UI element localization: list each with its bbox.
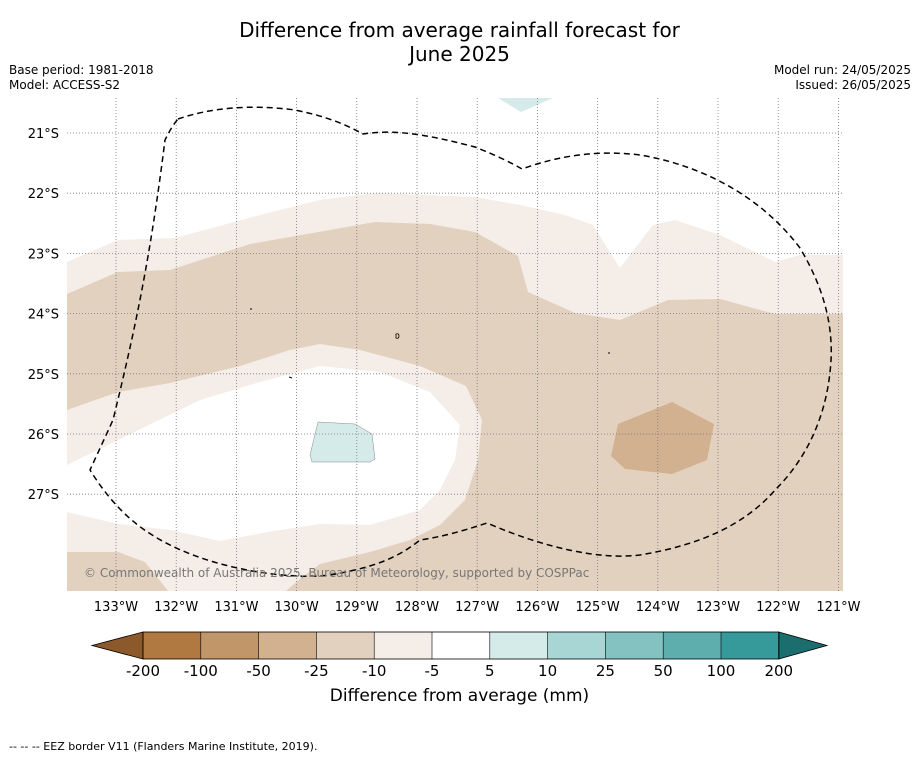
contour-pos-top [498,98,553,112]
gridlines [67,98,843,591]
map-area [67,98,843,591]
colorbar-segment [200,632,259,659]
colorbar-tick-label: 25 [596,662,615,680]
colorbar-tick-label: -100 [184,662,218,680]
longitude-label: 123°W [696,600,740,615]
colorbar-tick-label: -200 [126,662,160,680]
colorbar-segment [143,632,201,659]
contour-neg-brown [611,402,714,474]
colorbar-segment [258,632,317,659]
longitude-label: 129°W [335,600,379,615]
colorbar-segment [547,632,606,659]
colorbar-ticks: -200 -100 -50 -25 -10 -5 5 10 25 50 100 200 [126,662,793,680]
colorbar-segment [663,632,721,659]
model-run-text: Model run: 24/05/2025 [773,63,911,77]
footnote: -- -- -- EEZ border V11 (Flanders Marine… [9,740,318,753]
title-line-1: Difference from average rainfall forecas… [239,18,680,42]
contour-specks [250,308,610,379]
longitude-label: 126°W [515,600,559,615]
colorbar-segment [721,632,779,659]
colorbar-segment [316,632,375,659]
longitude-label: 128°W [395,600,439,615]
colorbar-tick-label: -50 [246,662,271,680]
contour-upper-white [67,98,843,268]
colorbar-tick-label: -5 [425,662,440,680]
rainfall-map: © Commonwealth of Australia 2025, Bureau… [28,98,861,680]
latitude-label: 23°S [28,247,59,262]
colorbar-tick-label: 50 [654,662,673,680]
latitude-label: 27°S [28,488,59,503]
longitude-label: 122°W [756,600,800,615]
colorbar-tick-label: 5 [485,662,495,680]
colorbar [90,631,829,660]
model-text: Model: ACCESS-S2 [9,78,121,92]
colorbar-tick-label: 200 [764,662,793,680]
longitude-label: 130°W [275,600,319,615]
longitude-label: 125°W [576,600,620,615]
colorbar-tick-label: -25 [304,662,329,680]
eez-border [89,106,832,577]
colorbar-tick-label: 10 [538,662,557,680]
base-period-text: Base period: 1981-2018 [9,63,154,77]
longitude-label: 127°W [455,600,499,615]
right-metadata: Model run: 24/05/2025 Issued: 26/05/2025 [774,63,911,93]
colorbar-tick-label: -10 [362,662,387,680]
colorbar-segment [432,632,490,659]
colorbar-extend-low [90,631,144,660]
latitude-label: 21°S [28,127,59,142]
latitude-label: 24°S [28,308,59,323]
latitude-label: 22°S [28,187,59,202]
colorbar-label: Difference from average (mm) [329,686,590,706]
contour-white-hole [67,366,460,541]
colorbar-segment [489,632,548,659]
copyright-text: © Commonwealth of Australia 2025, Bureau… [84,566,589,580]
longitude-label: 121°W [816,600,860,615]
colorbar-extend-high [778,631,829,660]
colorbar-tick-label: 100 [707,662,736,680]
longitude-label: 132°W [154,600,198,615]
left-metadata: Base period: 1981-2018 Model: ACCESS-S2 [9,63,154,93]
title-line-2: June 2025 [409,42,510,66]
contour-pos-small [309,421,376,463]
latitude-label: 25°S [28,368,59,383]
contour-bottom-left-tan [67,552,168,591]
issued-text: Issued: 26/05/2025 [795,78,911,92]
colorbar-segment [605,632,664,659]
longitude-labels: 133°W 132°W 131°W 130°W 129°W 128°W 127°W 126°W… [94,600,861,615]
latitude-labels: 21°S 22°S 23°S 24°S 25°S 26°S 27°S [28,127,59,503]
latitude-label: 26°S [28,428,59,443]
chart-title: Difference from average rainfall forecas… [0,18,919,66]
longitude-label: 133°W [94,600,138,615]
contour-main-tan [67,222,843,591]
longitude-label: 124°W [636,600,680,615]
colorbar-segment [374,632,432,659]
longitude-label: 131°W [214,600,258,615]
